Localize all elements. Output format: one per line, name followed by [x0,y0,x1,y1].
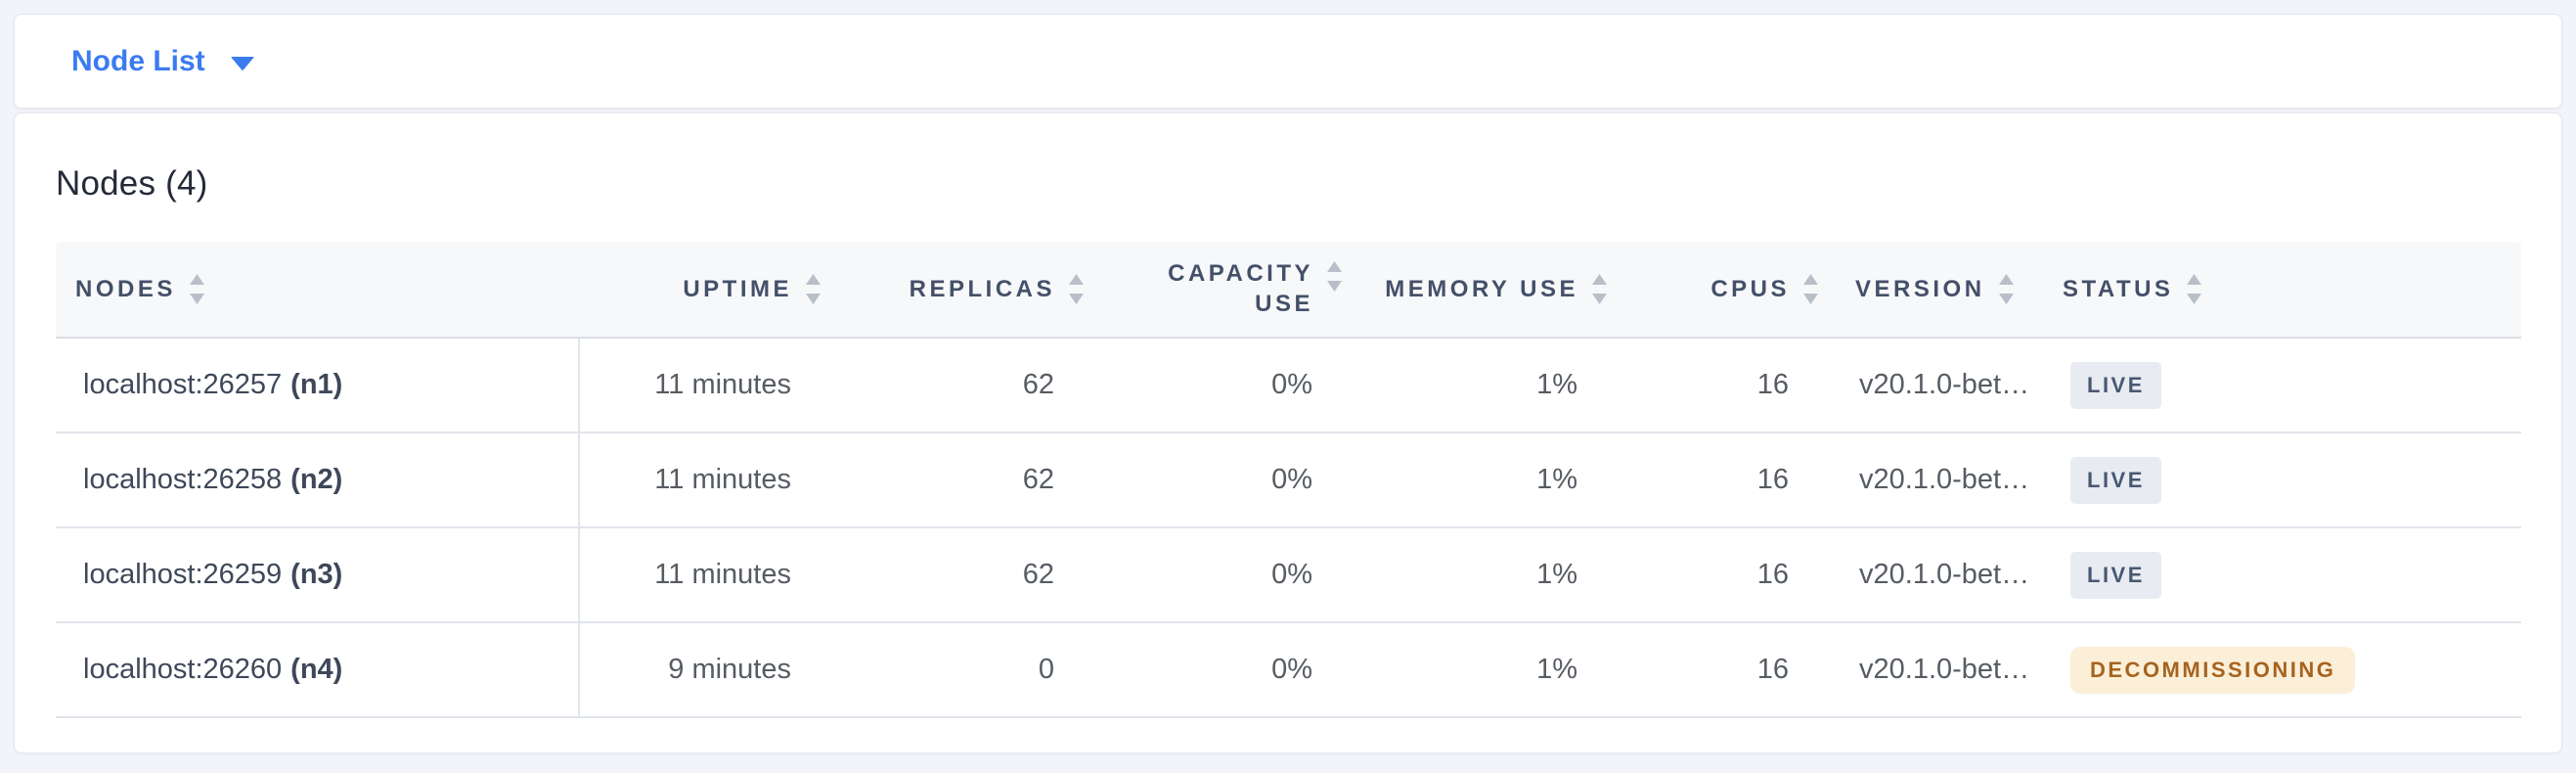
column-label: CAPACITY USE [1168,259,1313,317]
nodes-table: NODES UPTIME REPLICAS CAPACITY USE MEMOR… [56,242,2521,718]
column-header-memory-use[interactable]: MEMORY USE [1312,242,1607,337]
node-address: localhost:26260 [83,654,283,685]
view-selector-bar: Node List [14,14,2562,109]
cpus-cell: 16 [1756,559,1789,590]
column-header-uptime[interactable]: UPTIME [580,242,821,337]
status-badge: LIVE [2070,361,2161,409]
status-badge: LIVE [2070,551,2161,599]
node-address-cell: localhost:26260 (n4) [56,623,580,716]
table-row[interactable]: localhost:26259 (n3) 11 minutes 62 0% 1% … [56,528,2521,623]
table-row[interactable]: localhost:26257 (n1) 11 minutes 62 0% 1% … [56,339,2521,433]
column-header-status[interactable]: STATUS [2051,242,2521,337]
sort-icon [1069,274,1084,304]
status-badge: DECOMMISSIONING [2070,646,2356,694]
view-selector-label: Node List [71,44,205,77]
caret-down-icon [231,56,254,70]
column-label: MEMORY USE [1385,275,1578,302]
sort-icon [1998,274,2014,304]
cpus-cell: 16 [1756,464,1789,495]
cpus-cell: 16 [1756,369,1789,400]
memory-use-cell: 1% [1536,654,1577,685]
sort-icon [806,274,821,304]
version-cell: v20.1.0-bet… [1859,464,2030,495]
node-id: (n1) [290,369,343,400]
sort-icon [189,274,204,304]
replicas-cell: 62 [1022,464,1054,495]
column-label: REPLICAS [909,275,1055,302]
memory-use-cell: 1% [1536,369,1577,400]
node-address: localhost:26257 [83,369,283,400]
status-cell: LIVE [2051,528,2521,621]
uptime-cell: 11 minutes [654,464,791,495]
uptime-cell: 9 minutes [668,654,791,685]
column-header-nodes[interactable]: NODES [56,242,580,337]
panel-title: Nodes (4) [56,164,208,203]
replicas-cell: 62 [1022,369,1054,400]
node-id: (n3) [290,559,343,590]
table-row[interactable]: localhost:26260 (n4) 9 minutes 0 0% 1% 16… [56,623,2521,718]
capacity-use-cell: 0% [1271,559,1312,590]
version-cell: v20.1.0-bet… [1859,369,2030,400]
status-cell: LIVE [2051,339,2521,432]
column-header-replicas[interactable]: REPLICAS [791,242,1084,337]
node-id: (n4) [290,654,343,685]
view-selector-dropdown[interactable]: Node List [71,45,254,78]
node-address-cell: localhost:26257 (n1) [56,339,580,432]
sort-icon [2187,274,2202,304]
replicas-cell: 62 [1022,559,1054,590]
sort-icon [1592,274,1607,304]
nodes-panel: Nodes (4) NODES UPTIME REPLICAS CAPACITY… [14,113,2562,753]
capacity-use-cell: 0% [1271,654,1312,685]
column-label: UPTIME [683,275,792,302]
cpus-cell: 16 [1756,654,1789,685]
node-address-cell: localhost:26259 (n3) [56,528,580,621]
column-header-capacity-use[interactable]: CAPACITY USE [1054,242,1342,337]
status-cell: DECOMMISSIONING [2051,623,2521,716]
table-row[interactable]: localhost:26258 (n2) 11 minutes 62 0% 1% … [56,433,2521,528]
uptime-cell: 11 minutes [654,559,791,590]
status-cell: LIVE [2051,433,2521,526]
uptime-cell: 11 minutes [654,369,791,400]
capacity-use-cell: 0% [1271,369,1312,400]
memory-use-cell: 1% [1536,559,1577,590]
memory-use-cell: 1% [1536,464,1577,495]
column-label: STATUS [2063,275,2174,302]
capacity-use-cell: 0% [1271,464,1312,495]
node-id: (n2) [290,464,343,495]
node-address: localhost:26259 [83,559,283,590]
column-header-version[interactable]: VERSION [1789,242,2051,337]
column-header-cpus[interactable]: CPUS [1577,242,1818,337]
sort-icon [1803,274,1818,304]
node-address-cell: localhost:26258 (n2) [56,433,580,526]
column-label: VERSION [1855,275,1985,302]
version-cell: v20.1.0-bet… [1859,654,2030,685]
column-label: NODES [75,275,176,302]
node-address: localhost:26258 [83,464,283,495]
column-label: CPUS [1710,275,1790,302]
status-badge: LIVE [2070,456,2161,504]
table-header-row: NODES UPTIME REPLICAS CAPACITY USE MEMOR… [56,242,2521,339]
replicas-cell: 0 [1038,654,1054,685]
version-cell: v20.1.0-bet… [1859,559,2030,590]
sort-icon [1327,260,1342,292]
